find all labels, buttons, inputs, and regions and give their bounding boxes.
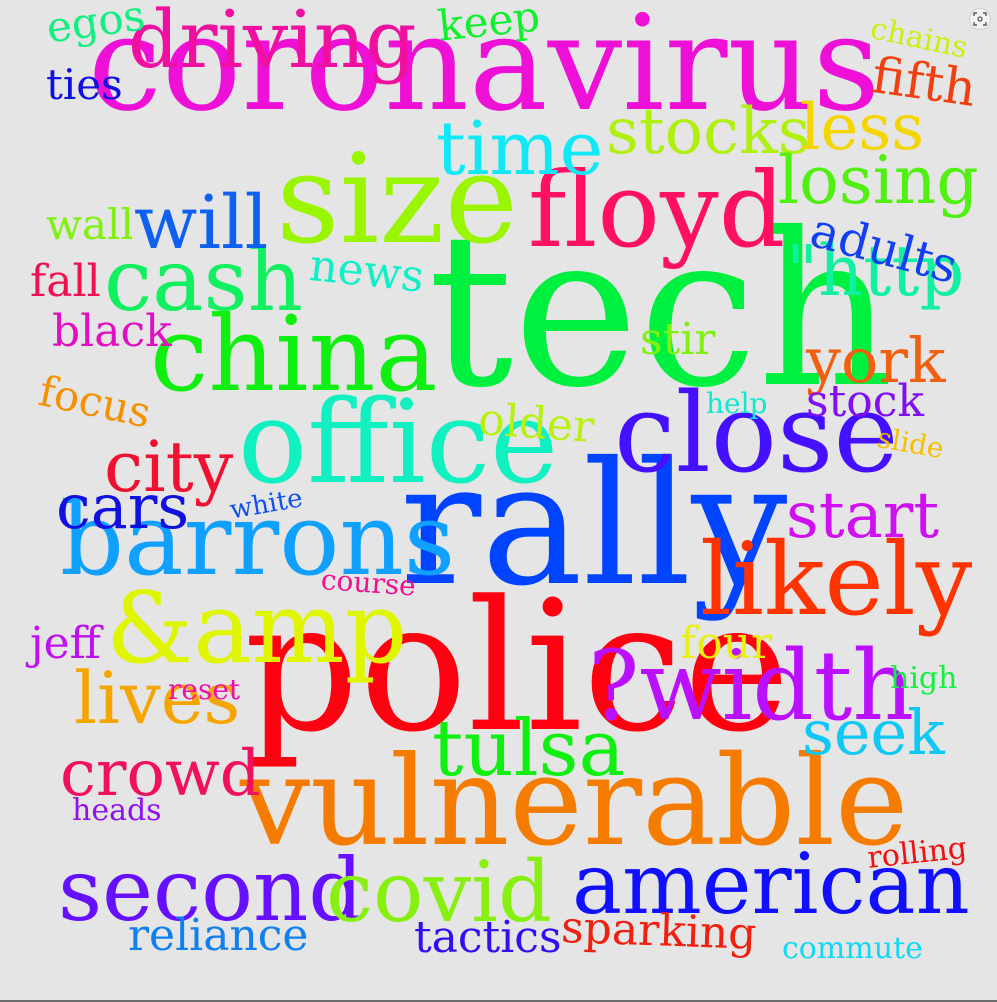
word-coronavirus: coronavirus xyxy=(88,0,881,141)
word-heads: heads xyxy=(72,793,162,828)
word-covid: covid xyxy=(326,843,552,941)
word-tech: tech xyxy=(428,187,894,434)
word-vulnerable: vulnerable xyxy=(240,730,909,874)
word-crowd: crowd xyxy=(60,737,261,811)
bottom-border xyxy=(0,1000,997,1002)
word-focus: focus xyxy=(34,366,156,438)
word-amp: &amp xyxy=(106,572,408,686)
word-stir: stir xyxy=(640,314,716,365)
word-lives: lives xyxy=(74,656,241,740)
word-sparking: sparking xyxy=(560,902,758,960)
word-china: china xyxy=(150,293,438,415)
word-help: help xyxy=(706,387,768,420)
word-four: four xyxy=(680,618,773,669)
word-jeff: jeff xyxy=(30,618,101,669)
word-driving: driving xyxy=(128,0,417,86)
word-seek: seek xyxy=(802,696,945,769)
fit-to-screen-icon xyxy=(973,12,987,26)
word-older: older xyxy=(476,394,596,453)
word-keep: keep xyxy=(435,0,543,51)
word-office: office xyxy=(238,376,559,510)
word-commute: commute xyxy=(782,931,923,966)
word-http: "http xyxy=(786,230,965,312)
word-cars: cars xyxy=(56,470,190,543)
word-start: start xyxy=(786,479,940,553)
word-stocks: stocks xyxy=(606,95,811,169)
word-barrons: barrons xyxy=(60,481,456,598)
word-less: less xyxy=(800,91,925,165)
word-likely: likely xyxy=(700,521,973,638)
word-width: ?width xyxy=(588,630,915,742)
word-police: police xyxy=(244,563,791,772)
word-time: time xyxy=(436,106,604,192)
word-second: second xyxy=(58,841,364,941)
word-stock: stock xyxy=(806,376,925,427)
word-reset: reset xyxy=(168,673,241,706)
word-tactics: tactics xyxy=(414,912,562,963)
fit-to-screen-button[interactable] xyxy=(969,8,991,30)
word-rally: rally xyxy=(400,426,788,624)
word-ties: ties xyxy=(46,60,123,109)
word-fall: fall xyxy=(30,256,101,307)
word-tulsa: tulsa xyxy=(432,704,626,794)
word-course: course xyxy=(319,563,417,603)
word-news: news xyxy=(307,240,427,303)
word-american: american xyxy=(572,835,970,933)
word-black: black xyxy=(52,306,172,357)
word-city: city xyxy=(104,426,234,508)
word-york: york xyxy=(806,324,946,397)
word-size: size xyxy=(276,128,519,272)
word-will: will xyxy=(134,180,269,266)
word-wall: wall xyxy=(46,200,134,249)
word-cash: cash xyxy=(104,231,303,331)
word-losing: losing xyxy=(778,142,979,219)
word-reliance: reliance xyxy=(128,910,309,961)
word-high: high xyxy=(890,661,958,696)
word-floyd: floyd xyxy=(528,149,786,271)
word-close: close xyxy=(614,369,899,497)
